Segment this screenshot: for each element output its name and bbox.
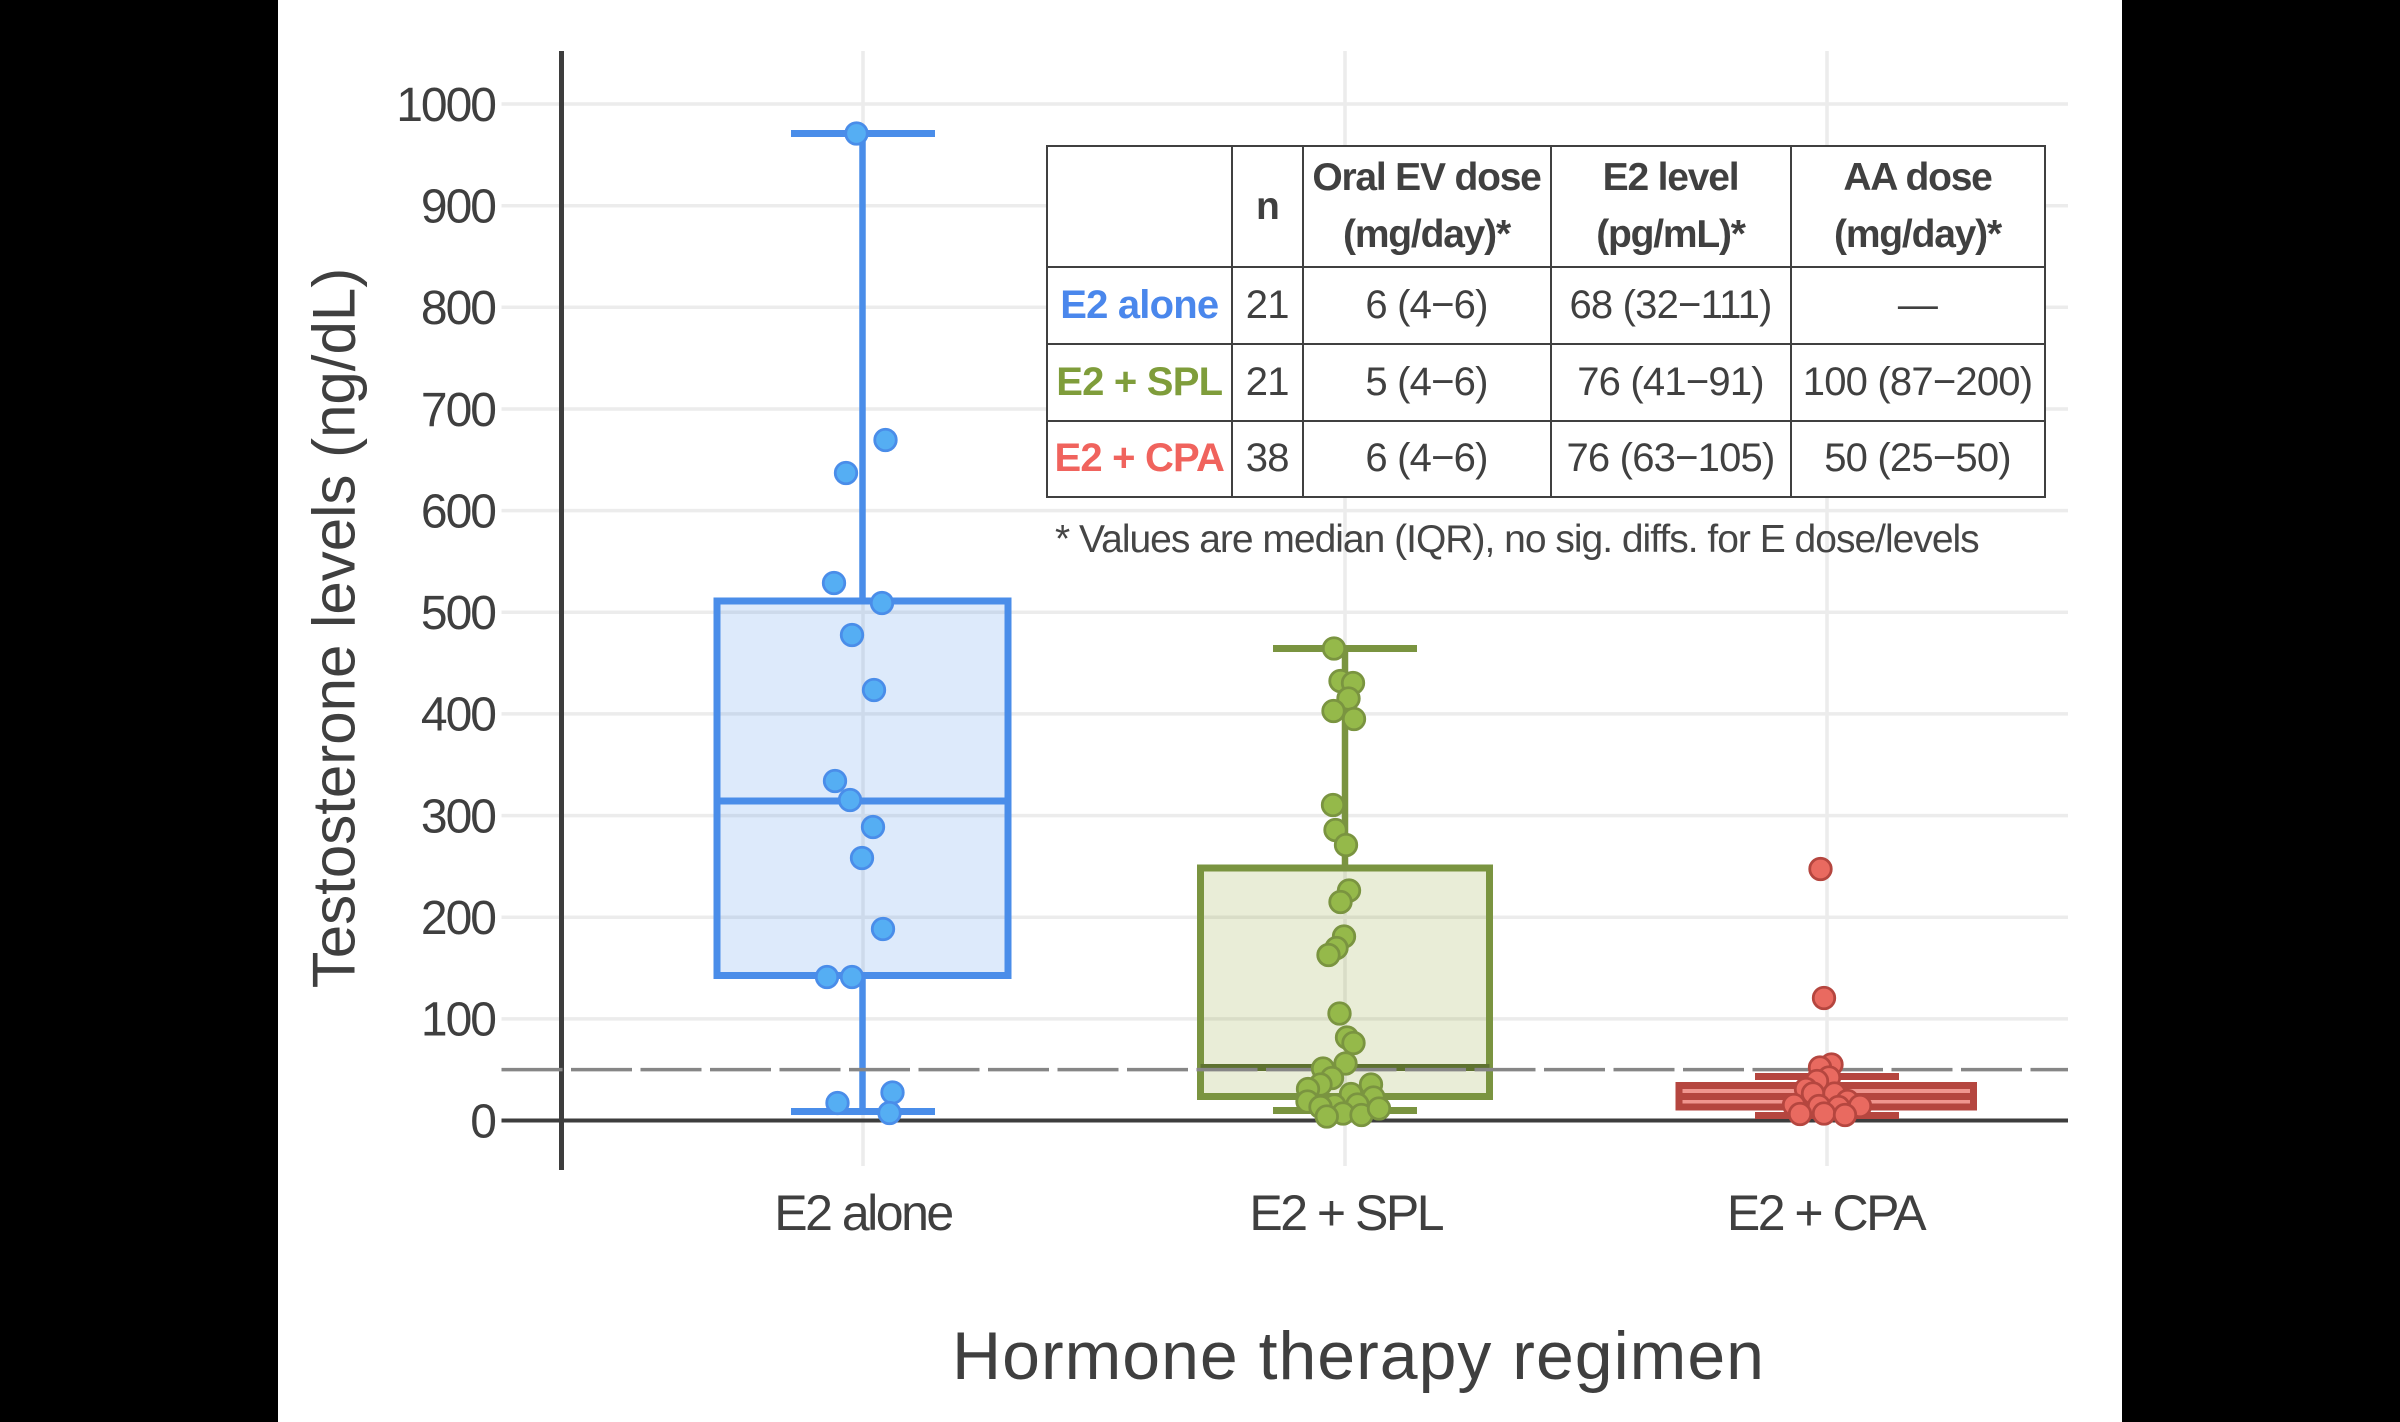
- svg-text:300: 300: [421, 790, 495, 843]
- svg-text:Testosterone levels (ng/dL): Testosterone levels (ng/dL): [301, 268, 368, 988]
- svg-text:1000: 1000: [396, 79, 495, 132]
- svg-text:E2 alone: E2 alone: [774, 1185, 952, 1241]
- svg-text:600: 600: [421, 485, 495, 538]
- svg-text:E2 + CPA: E2 + CPA: [1727, 1185, 1927, 1241]
- svg-text:200: 200: [421, 892, 495, 945]
- svg-text:900: 900: [421, 181, 495, 234]
- svg-text:* Values are median (IQR), no: * Values are median (IQR), no sig. diffs…: [1055, 518, 1979, 561]
- svg-text:0: 0: [470, 1095, 495, 1148]
- svg-text:700: 700: [421, 384, 495, 437]
- svg-text:400: 400: [421, 689, 495, 742]
- svg-text:E2 + SPL: E2 + SPL: [1249, 1185, 1443, 1241]
- svg-text:Hormone therapy regimen: Hormone therapy regimen: [952, 1318, 1765, 1394]
- svg-text:500: 500: [421, 587, 495, 640]
- svg-text:800: 800: [421, 282, 495, 335]
- svg-text:100: 100: [421, 994, 495, 1047]
